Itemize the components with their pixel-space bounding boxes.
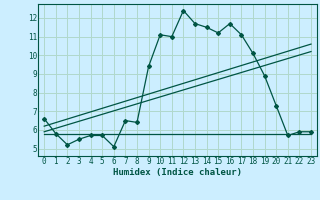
X-axis label: Humidex (Indice chaleur): Humidex (Indice chaleur) xyxy=(113,168,242,177)
